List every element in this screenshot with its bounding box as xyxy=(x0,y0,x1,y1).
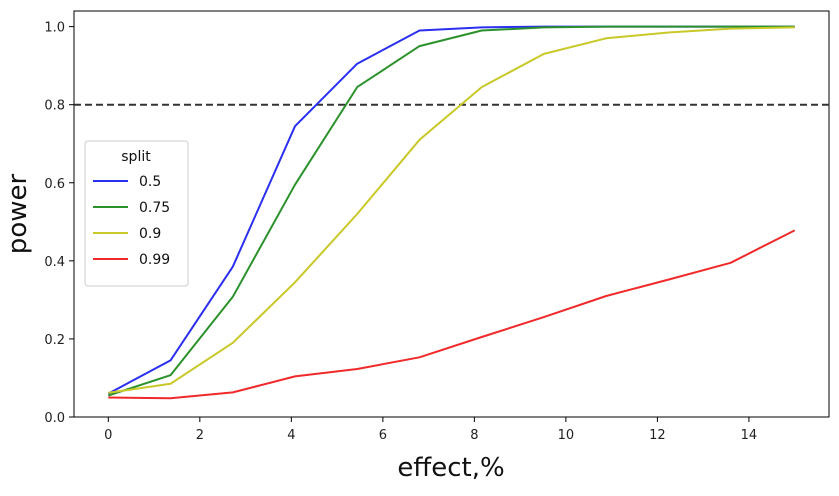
y-tick-label: 0.8 xyxy=(44,99,65,114)
x-tick-label: 10 xyxy=(558,428,575,443)
y-tick-label: 0.0 xyxy=(44,411,65,426)
y-tick-label: 0.6 xyxy=(44,177,65,192)
legend-box xyxy=(84,140,189,287)
legend-entry: 0.5 xyxy=(139,174,161,190)
x-axis: 0 2 4 6 8 10 12 14 xyxy=(104,417,757,443)
series-lines xyxy=(107,25,796,400)
x-axis-title: effect,% xyxy=(397,453,504,483)
series-line-0-75 xyxy=(107,25,795,397)
legend-entry: 0.99 xyxy=(139,252,170,268)
y-tick-label: 1.0 xyxy=(44,21,65,36)
plot-area xyxy=(73,10,830,418)
y-axis: 0.0 0.2 0.4 0.6 0.8 1.0 xyxy=(44,21,74,426)
x-tick-label: 12 xyxy=(649,428,666,443)
legend-entry: 0.75 xyxy=(139,200,170,216)
series-line-0-99 xyxy=(108,229,796,400)
x-tick-label: 6 xyxy=(379,428,387,443)
legend: split 0.5 0.75 0.9 0.99 xyxy=(84,140,189,287)
x-tick-label: 8 xyxy=(470,428,478,443)
y-tick-label: 0.2 xyxy=(44,333,65,348)
legend-title: split xyxy=(121,149,151,165)
x-tick-label: 4 xyxy=(287,428,295,443)
x-tick-label: 14 xyxy=(741,428,758,443)
x-tick-label: 0 xyxy=(104,428,112,443)
series-line-0-9 xyxy=(108,26,795,394)
legend-entry: 0.9 xyxy=(139,226,161,242)
y-tick-label: 0.4 xyxy=(44,255,65,270)
x-tick-label: 2 xyxy=(196,428,204,443)
y-axis-title: power xyxy=(3,174,33,255)
